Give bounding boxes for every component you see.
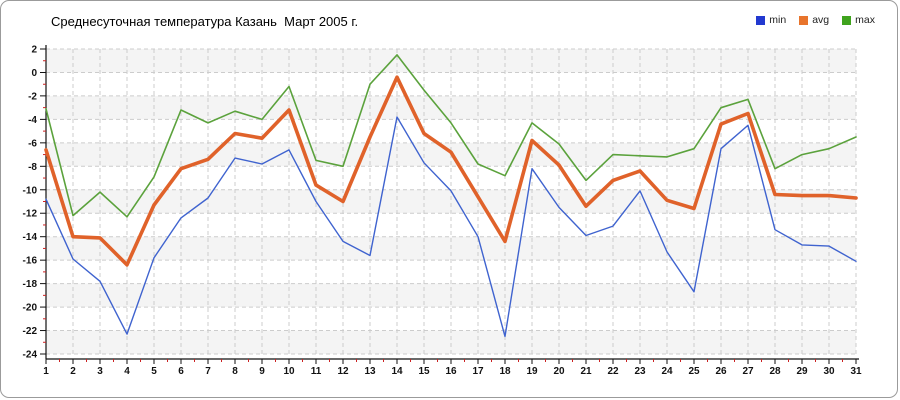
x-tick-label: 20 — [553, 366, 565, 377]
x-tick-label: 29 — [796, 366, 808, 377]
series-min-line — [45, 116, 857, 338]
x-tick-label: 6 — [178, 366, 184, 377]
x-tick-label: 16 — [445, 366, 457, 377]
x-tick-label: 8 — [232, 366, 238, 377]
legend: min avg max — [756, 14, 875, 26]
x-tick-label: 7 — [205, 366, 211, 377]
x-tick-label: 9 — [259, 366, 265, 377]
x-tick-label: 22 — [607, 366, 619, 377]
x-tick-label: 12 — [337, 366, 349, 377]
x-tick-label: 31 — [850, 366, 862, 377]
y-tick-label: -12 — [23, 209, 38, 220]
x-tick-label: 14 — [391, 366, 403, 377]
x-tick-label: 1 — [43, 366, 49, 377]
y-tick-label: 2 — [31, 45, 37, 56]
y-tick-label: -14 — [23, 232, 38, 243]
x-tick-label: 19 — [526, 366, 538, 377]
x-tick-label: 17 — [472, 366, 484, 377]
x-tick-label: 4 — [124, 366, 130, 377]
x-tick-label: 21 — [580, 366, 592, 377]
x-tick-label: 5 — [151, 366, 157, 377]
y-tick-label: -2 — [28, 91, 37, 102]
x-tick-label: 2 — [70, 366, 76, 377]
x-tick-label: 10 — [283, 366, 295, 377]
legend-item-min: min — [756, 14, 786, 26]
legend-swatch-avg — [799, 15, 809, 25]
legend-swatch-min — [756, 15, 766, 25]
plot-band — [46, 49, 856, 73]
x-tick-label: 13 — [364, 366, 376, 377]
legend-item-max: max — [842, 14, 875, 26]
y-tick-label: -6 — [28, 138, 37, 149]
y-tick-label: -10 — [23, 185, 38, 196]
x-tick-label: 25 — [688, 366, 700, 377]
legend-label-max: max — [855, 14, 875, 26]
x-tick-label: 3 — [97, 366, 103, 377]
y-tick-label: 0 — [31, 68, 37, 79]
y-tick-label: -18 — [23, 279, 38, 290]
x-tick-label: 15 — [418, 366, 430, 377]
x-tick-label: 18 — [499, 366, 511, 377]
plot-band — [46, 330, 856, 354]
x-tick-label: 28 — [769, 366, 781, 377]
y-tick-label: -20 — [23, 303, 38, 314]
chart-title: Среднесуточная температура Казань Март 2… — [51, 14, 359, 29]
x-tick-label: 27 — [742, 366, 754, 377]
x-tick-label: 11 — [311, 366, 322, 377]
x-tick-label: 30 — [823, 366, 835, 377]
y-tick-label: -16 — [23, 256, 38, 267]
series-max-line — [45, 54, 857, 218]
plot-band — [46, 189, 856, 214]
y-tick-label: -24 — [23, 350, 38, 361]
x-tick-label: 24 — [661, 366, 673, 377]
legend-swatch-max — [842, 15, 852, 25]
y-tick-label: -4 — [28, 115, 37, 126]
legend-item-avg: avg — [799, 14, 829, 26]
x-tick-label: 26 — [715, 366, 727, 377]
x-tick-label: 23 — [634, 366, 646, 377]
series-avg-line — [44, 75, 858, 267]
legend-label-min: min — [769, 14, 787, 26]
y-tick-label: -8 — [28, 162, 37, 173]
legend-label-avg: avg — [812, 14, 830, 26]
plot-band — [46, 260, 856, 284]
y-tick-label: -22 — [23, 326, 38, 337]
